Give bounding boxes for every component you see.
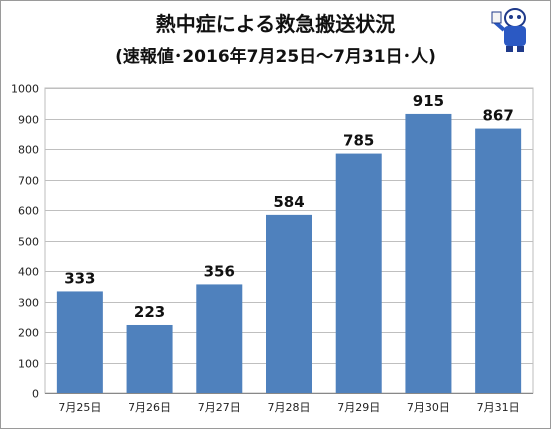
- x-tick-label: 7月29日: [337, 401, 380, 414]
- data-label: 584: [273, 193, 304, 211]
- bar: [335, 153, 382, 393]
- y-tick-label: 200: [18, 327, 39, 340]
- y-tick-label: 700: [18, 175, 39, 188]
- data-label: 333: [64, 269, 95, 287]
- data-label: 915: [413, 92, 444, 110]
- x-tick-label: 7月31日: [477, 401, 520, 414]
- y-tick-label: 100: [18, 358, 39, 371]
- x-tick-label: 7月26日: [128, 401, 171, 414]
- chart-subtitle: (速報値･2016年7月25日〜7月31日･人): [115, 47, 436, 67]
- y-tick-label: 600: [18, 205, 39, 218]
- y-tick-label: 500: [18, 236, 39, 249]
- bar: [196, 284, 243, 393]
- bar: [56, 291, 103, 393]
- bar: [126, 324, 173, 393]
- x-tick-label: 7月27日: [198, 401, 241, 414]
- chart-title: 熱中症による救急搬送状況: [155, 12, 396, 36]
- bar: [266, 214, 312, 393]
- data-label: 867: [482, 107, 513, 125]
- x-tick-label: 7月30日: [407, 401, 450, 414]
- y-tick-label: 400: [18, 266, 39, 279]
- bar: [475, 128, 522, 393]
- data-label: 223: [134, 303, 165, 321]
- y-tick-label: 900: [18, 114, 39, 127]
- bar: [405, 113, 452, 394]
- mascot-logo-icon: [491, 8, 526, 52]
- x-tick-label: 7月25日: [58, 401, 101, 414]
- y-tick-label: 800: [18, 144, 39, 157]
- y-tick-label: 0: [32, 388, 39, 401]
- data-label: 785: [343, 132, 374, 150]
- data-label: 356: [204, 262, 235, 280]
- y-tick-label: 300: [18, 297, 39, 310]
- y-tick-label: 1000: [11, 83, 39, 96]
- x-tick-label: 7月28日: [268, 401, 311, 414]
